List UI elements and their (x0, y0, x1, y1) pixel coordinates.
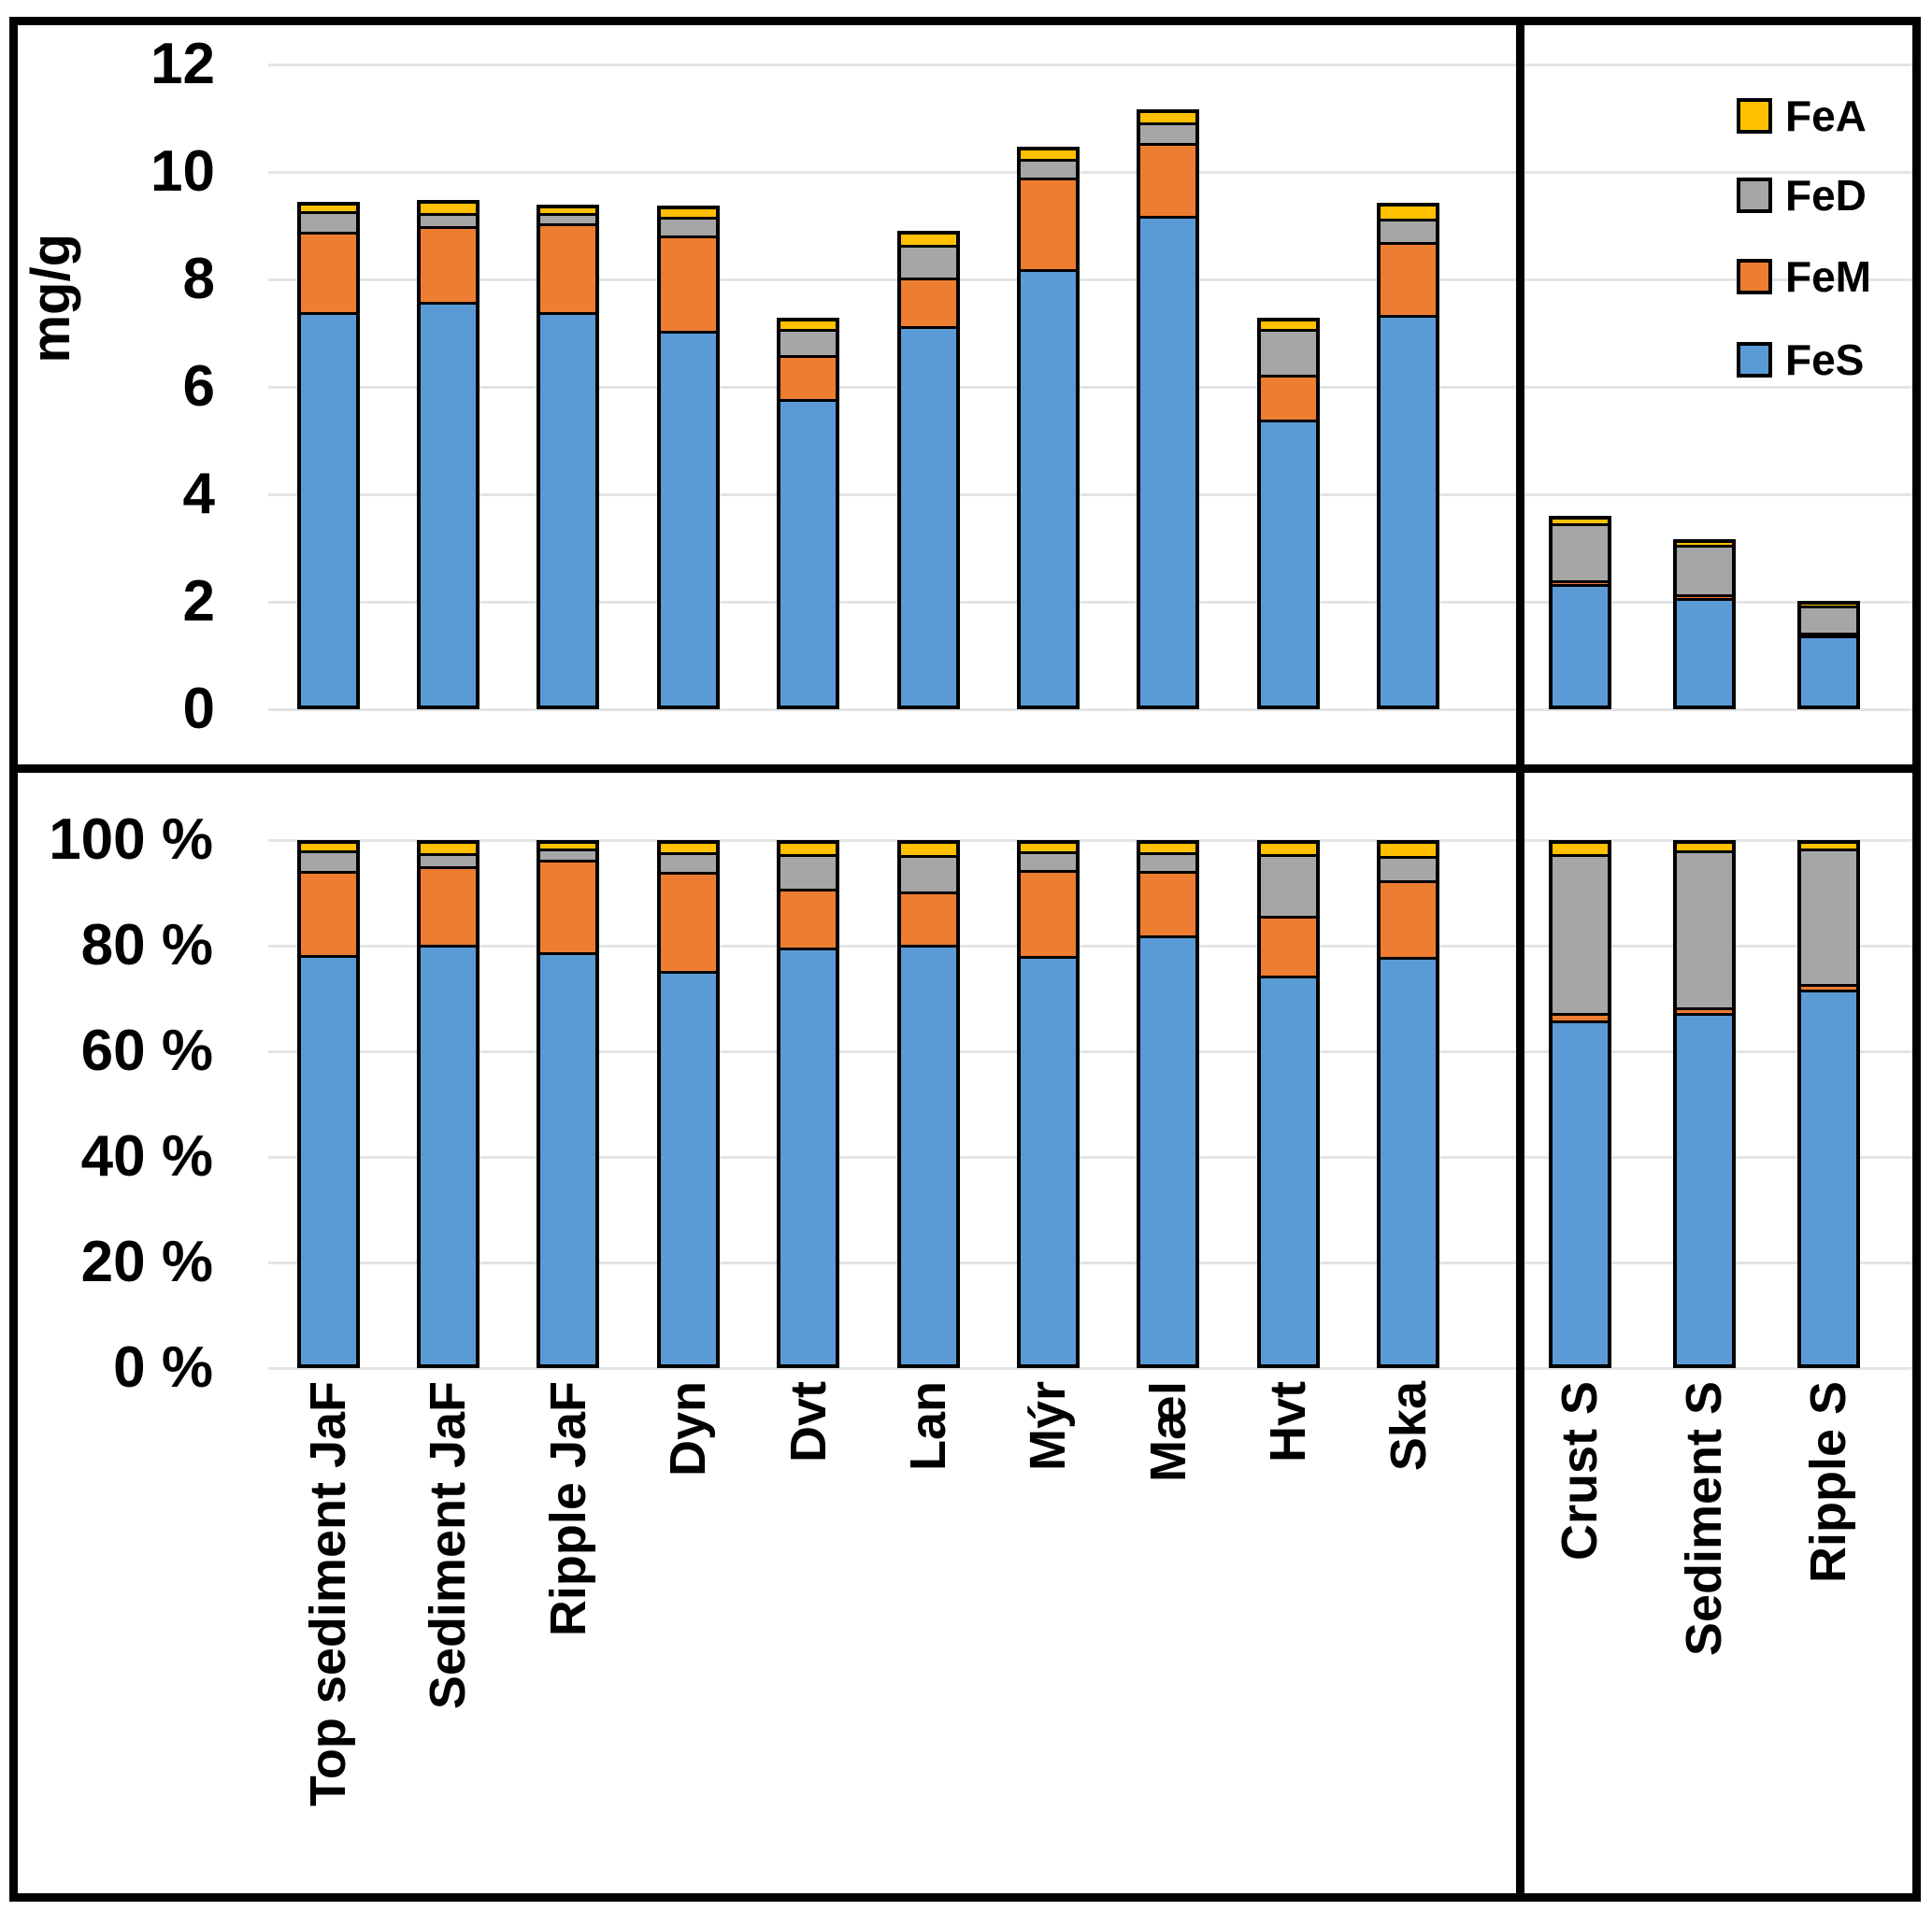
y-axis-title: mg/g (4, 64, 97, 532)
y-axis-title-text: mg/g (20, 233, 81, 364)
panel-divider-horizontal (9, 764, 1921, 773)
chart-frame (9, 17, 1921, 1902)
panel-divider-vertical (1516, 17, 1524, 1902)
